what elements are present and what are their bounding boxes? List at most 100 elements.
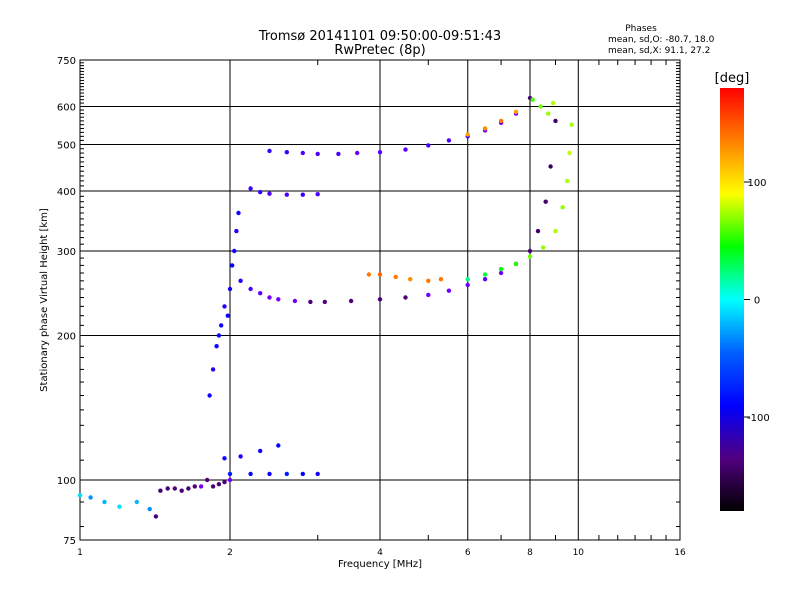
data-point <box>214 344 219 349</box>
stats-heading: Phases <box>625 24 657 34</box>
x-tick-label: 8 <box>527 548 533 558</box>
data-point <box>134 499 139 505</box>
data-point <box>355 150 360 156</box>
data-point <box>465 277 470 282</box>
data-point <box>300 471 305 477</box>
y-tick-label: 300 <box>57 247 76 258</box>
y-tick-label: 750 <box>57 56 76 67</box>
chart-title: Tromsø 20141101 09:50:00-09:51:43 <box>258 29 501 44</box>
data-point <box>315 471 320 477</box>
data-point <box>446 288 452 293</box>
data-point <box>377 272 383 277</box>
colorbar-tick-label: 0 <box>754 296 760 307</box>
data-point <box>234 228 239 234</box>
data-point <box>77 493 83 498</box>
data-point <box>315 192 320 197</box>
data-point <box>219 323 224 328</box>
data-point <box>348 298 354 304</box>
data-point <box>482 277 488 282</box>
data-point <box>225 313 230 318</box>
data-point <box>300 192 305 197</box>
y-tick-label: 75 <box>63 536 76 547</box>
chart-subtitle: RwPretec (8p) <box>334 43 425 58</box>
data-point <box>216 333 222 338</box>
data-point <box>227 471 233 477</box>
y-tick-label: 200 <box>57 332 76 343</box>
data-point <box>535 228 541 234</box>
colorbar-tick-label: -100 <box>747 413 770 424</box>
x-axis-label: Frequency [MHz] <box>338 559 422 570</box>
data-point <box>248 471 253 477</box>
data-point <box>565 178 570 184</box>
data-point <box>172 486 177 491</box>
data-point <box>276 297 281 302</box>
data-point <box>267 191 272 196</box>
data-point <box>498 118 504 124</box>
x-tick-label: 2 <box>227 548 233 558</box>
data-point <box>408 277 413 282</box>
data-point <box>498 266 504 272</box>
colorbar-label: [deg] <box>715 71 750 86</box>
data-point <box>222 479 227 485</box>
y-axis-label: Stationary phase Virtual Height [km] <box>39 208 50 392</box>
data-point <box>232 248 237 254</box>
data-point <box>530 97 535 102</box>
data-point <box>227 477 233 483</box>
y-tick-label: 500 <box>57 141 76 152</box>
y-tick-label: 600 <box>57 103 76 114</box>
data-point <box>117 504 122 509</box>
data-point <box>248 286 253 292</box>
stats-o-mode: mean, sd,O: -80.7, 18.0 <box>608 35 715 45</box>
data-point <box>284 192 289 197</box>
data-point <box>238 454 243 459</box>
data-point <box>227 286 233 292</box>
data-point <box>322 299 327 305</box>
data-point <box>186 486 191 491</box>
data-point <box>238 278 243 283</box>
y-tick-label: 100 <box>57 476 76 487</box>
data-point <box>553 118 558 124</box>
data-points <box>77 95 574 519</box>
data-point <box>465 282 470 288</box>
data-point <box>153 514 159 519</box>
data-point <box>248 186 253 191</box>
x-tick-label: 4 <box>377 548 383 558</box>
data-point <box>300 150 305 156</box>
data-point <box>426 278 431 283</box>
colorbar-ticks: 100 0 -100 <box>744 178 770 424</box>
data-point <box>276 443 281 448</box>
data-point <box>513 109 519 115</box>
data-point <box>284 471 289 477</box>
data-point <box>267 471 272 477</box>
data-point <box>482 272 488 277</box>
data-point <box>192 484 197 489</box>
data-point <box>205 477 210 483</box>
x-tick-label: 10 <box>573 548 585 558</box>
data-point <box>548 164 553 169</box>
data-point <box>236 210 241 216</box>
data-point <box>198 484 204 489</box>
data-point <box>403 147 408 152</box>
data-point <box>267 295 272 300</box>
data-point <box>553 228 558 234</box>
data-point <box>567 150 572 156</box>
data-point <box>540 245 546 250</box>
data-point <box>210 484 216 489</box>
data-point <box>550 100 556 106</box>
data-point <box>543 199 548 204</box>
data-point <box>216 482 222 487</box>
data-point <box>102 499 107 505</box>
data-point <box>207 393 212 398</box>
data-point <box>267 148 272 154</box>
data-point <box>393 274 398 280</box>
y-axis: 75 100 200 300 400 500 600 750 <box>57 56 680 547</box>
data-point <box>438 277 444 282</box>
data-point <box>527 254 533 259</box>
data-point <box>258 291 263 296</box>
data-point <box>377 297 383 302</box>
data-point <box>284 150 289 155</box>
data-point <box>403 295 408 300</box>
data-point <box>258 189 263 195</box>
grid-lines <box>80 60 680 540</box>
stats-x-mode: mean, sd,X: 91.1, 27.2 <box>608 46 710 56</box>
